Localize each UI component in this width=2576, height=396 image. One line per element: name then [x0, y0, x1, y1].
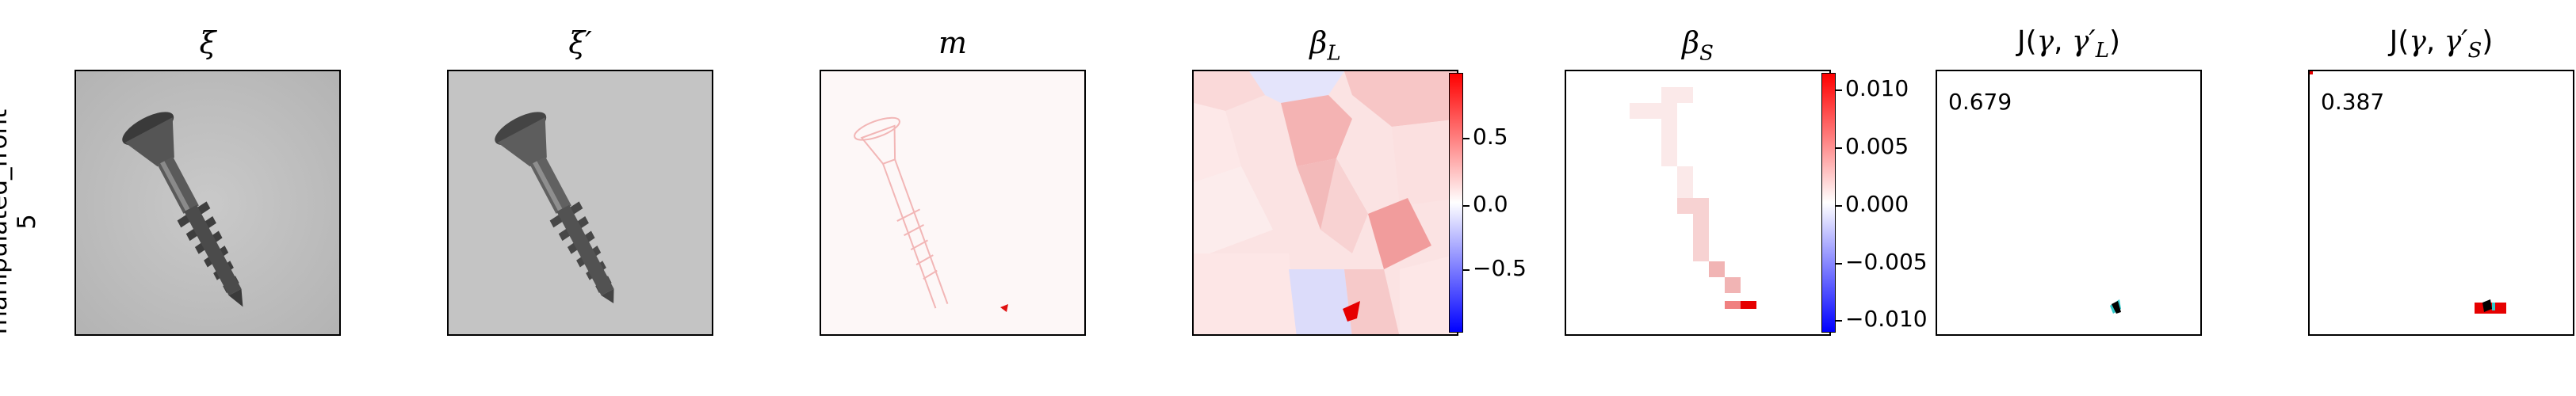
row-label-line2: 5 — [13, 214, 41, 230]
panel-beta-s-image — [1565, 70, 1831, 336]
beta-l-tick-label: 0.0 — [1473, 191, 1508, 217]
screw-shape — [122, 112, 243, 307]
panel-m-title: m — [938, 25, 968, 60]
j-l-title-gamma: γ — [2036, 25, 2054, 58]
panel-beta-l-image — [1192, 70, 1458, 336]
beta-l-tick-label: −0.5 — [1473, 255, 1527, 281]
j-s-title-gamma-prime: γ′ — [2444, 25, 2468, 58]
beta-s-tickmark — [1836, 205, 1842, 207]
beta-s-symbol: β — [1682, 25, 1700, 60]
j-l-title-suffix: ) — [2109, 25, 2121, 58]
beta-s-tick-label: −0.005 — [1845, 249, 1928, 275]
beta-l-subscript: L — [1327, 41, 1341, 66]
beta-s-tick-label: −0.010 — [1845, 306, 1928, 332]
row-label: manipulated_front 5 — [0, 79, 48, 364]
j-l-title-gamma-prime: γ′ — [2072, 25, 2096, 58]
beta-s-tickmark — [1836, 89, 1842, 91]
beta-l-tickmark — [1463, 205, 1470, 207]
beta-s-tick-label: 0.005 — [1845, 133, 1909, 159]
beta-s-tick-label: 0.010 — [1845, 75, 1909, 101]
panel-beta-l-title: βL — [1192, 25, 1458, 66]
panel-xi-prime-image — [447, 70, 713, 336]
beta-l-symbol: β — [1309, 25, 1328, 60]
beta-s-tickmark — [1836, 320, 1842, 322]
panel-j-s-title: J(γ, γ′S) — [2308, 25, 2574, 63]
beta-s-colorbar — [1821, 73, 1836, 333]
beta-l-tickmark — [1463, 138, 1470, 139]
beta-s-tickmark — [1836, 263, 1842, 265]
panel-j-s-image: 0.387 — [2308, 70, 2574, 336]
beta-l-colorbar — [1449, 73, 1463, 333]
j-s-title-suffix: ) — [2482, 25, 2494, 58]
beta-l-tick-label: 0.5 — [1473, 124, 1508, 150]
j-s-title-subscript: S — [2467, 39, 2482, 63]
j-l-title-sep: , — [2054, 25, 2073, 58]
panel-xi-image — [75, 70, 341, 336]
panel-m-image — [820, 70, 1086, 336]
j-s-score: 0.387 — [2321, 89, 2385, 115]
beta-l-tickmark — [1463, 269, 1470, 271]
beta-s-tick-label: 0.000 — [1845, 191, 1909, 217]
j-l-score: 0.679 — [1948, 89, 2012, 115]
panel-beta-s-title: βS — [1565, 25, 1831, 66]
panel-xi-prime-title: ξ′ — [568, 25, 592, 60]
j-s-title-gamma: γ — [2409, 25, 2426, 58]
beta-s-subscript: S — [1699, 41, 1714, 66]
row-label-line1: manipulated_front — [0, 109, 13, 335]
panel-j-l-image: 0.679 — [1936, 70, 2202, 336]
panel-j-l-title: J(γ, γ′L) — [1936, 25, 2202, 63]
beta-s-tickmark — [1836, 147, 1842, 149]
j-s-title-prefix: J( — [2389, 25, 2410, 58]
panel-xi-title: ξ — [199, 25, 216, 60]
j-s-title-sep: , — [2425, 25, 2444, 58]
j-l-title-subscript: L — [2095, 39, 2109, 63]
j-l-title-prefix: J( — [2016, 25, 2037, 58]
